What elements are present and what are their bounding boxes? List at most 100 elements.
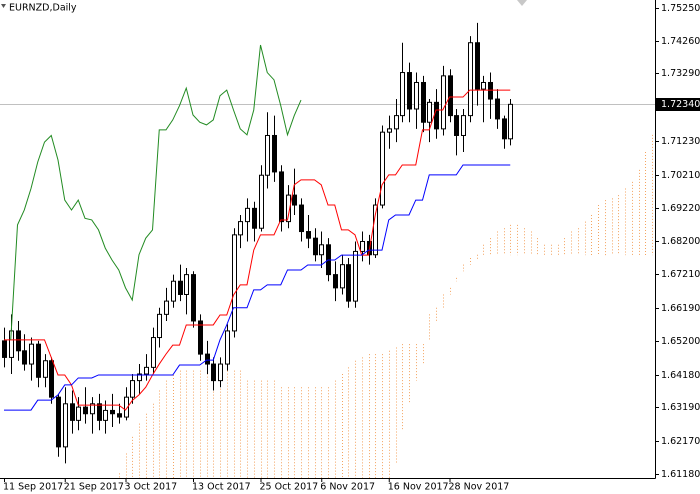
candle-body <box>495 98 500 120</box>
y-tick-label: 1.70210 <box>661 170 700 181</box>
indicator-line <box>4 89 511 411</box>
candle-body <box>211 363 216 382</box>
candle-body <box>36 343 41 378</box>
candle-body <box>191 274 196 322</box>
y-tick-label: 1.69220 <box>661 203 700 214</box>
x-tick-label: 16 Nov 2017 <box>388 482 449 493</box>
candle-body <box>16 330 21 352</box>
candle-body <box>346 264 351 302</box>
candle-body <box>475 42 480 90</box>
x-tick-label: 28 Nov 2017 <box>449 482 510 493</box>
x-tick-label: 11 Sep 2017 <box>3 482 63 493</box>
candle-body <box>448 75 453 117</box>
candle-body <box>400 72 405 117</box>
axes: 1.75250 1.74260 1.73290 1.71230 1.70210 1.692… <box>3 3 700 493</box>
candle-body <box>198 320 203 355</box>
candle-body <box>272 134 277 173</box>
candle-body <box>144 366 149 375</box>
candle-body <box>421 81 426 123</box>
candle-body <box>407 72 412 110</box>
candle-body <box>171 280 176 302</box>
candle-body <box>157 313 162 339</box>
candle-body <box>205 353 210 365</box>
candle-body <box>245 207 250 223</box>
y-tick-label: 1.73290 <box>661 68 700 79</box>
candle-body <box>468 42 473 117</box>
y-tick-label: 1.64180 <box>661 370 700 381</box>
candle-body <box>454 115 459 136</box>
candle-body <box>286 194 291 223</box>
candle-body <box>340 264 345 289</box>
x-tick-label: 25 Oct 2017 <box>260 482 319 493</box>
candle-body <box>90 403 95 415</box>
candle-body <box>97 403 102 421</box>
candle-body <box>178 280 183 295</box>
candle-body <box>481 81 486 90</box>
candle-body <box>151 337 156 368</box>
candle-body <box>252 207 257 229</box>
candle-body <box>360 240 365 252</box>
candle-body <box>502 118 507 140</box>
candle-body <box>292 194 297 206</box>
candle-body <box>313 237 318 256</box>
candle-body <box>2 340 7 358</box>
candle-body <box>56 396 61 448</box>
candle-body <box>414 81 419 110</box>
candle-body <box>373 204 378 256</box>
candle-body <box>380 131 385 206</box>
candle-body <box>103 409 108 421</box>
price-label: 1.72340 <box>661 99 700 110</box>
candle-body <box>427 101 432 123</box>
candle-body <box>124 396 129 418</box>
y-tick-label: 1.62170 <box>661 436 700 447</box>
candle-body <box>265 134 270 176</box>
candle-body <box>43 360 48 378</box>
candle-body <box>333 274 338 289</box>
candle-body <box>488 81 493 100</box>
candle-body <box>232 234 237 332</box>
x-tick-label: 6 Nov 2017 <box>320 482 375 493</box>
candle-body <box>130 380 135 398</box>
y-tick-label: 1.74260 <box>661 36 700 47</box>
candle-body <box>387 128 392 133</box>
y-tick-label: 1.75250 <box>661 3 700 14</box>
candle-body <box>238 221 243 236</box>
candle-body <box>22 350 27 365</box>
x-tick-label: 3 Oct 2017 <box>125 482 178 493</box>
plot-area <box>0 22 655 478</box>
candle-body <box>137 373 142 382</box>
candle-body <box>110 409 115 415</box>
candle-body <box>259 174 264 229</box>
candle-body <box>306 231 311 239</box>
x-tick-label: 21 Sep 2017 <box>64 482 124 493</box>
indicator-line <box>4 164 511 411</box>
candle-body <box>299 204 304 233</box>
candle-body <box>394 115 399 130</box>
y-tick-label: 1.65200 <box>661 336 700 347</box>
indicator-line <box>10 44 302 340</box>
y-tick-label: 1.71230 <box>661 136 700 147</box>
chart-title: EURNZD,Daily <box>9 3 77 14</box>
y-tick-label: 1.67210 <box>661 269 700 280</box>
menu-icon <box>1 4 6 8</box>
y-tick-label: 1.68200 <box>661 236 700 247</box>
candle-body <box>184 274 189 295</box>
candle-body <box>70 403 75 421</box>
price-label-box <box>656 98 700 111</box>
candle-body <box>49 360 54 398</box>
y-tick-label: 1.61180 <box>661 469 700 480</box>
shift-marker <box>517 0 527 6</box>
candle-body <box>508 103 513 140</box>
candle-body <box>83 406 88 415</box>
candle-body <box>29 343 34 365</box>
candle-body <box>164 300 169 315</box>
candle-body <box>76 406 81 421</box>
candle-body <box>353 250 358 302</box>
candle-body <box>218 363 223 382</box>
candle-body <box>225 330 230 365</box>
y-tick-label: 1.63190 <box>661 402 700 413</box>
candle-body <box>319 244 324 256</box>
x-tick-label: 13 Oct 2017 <box>192 482 251 493</box>
